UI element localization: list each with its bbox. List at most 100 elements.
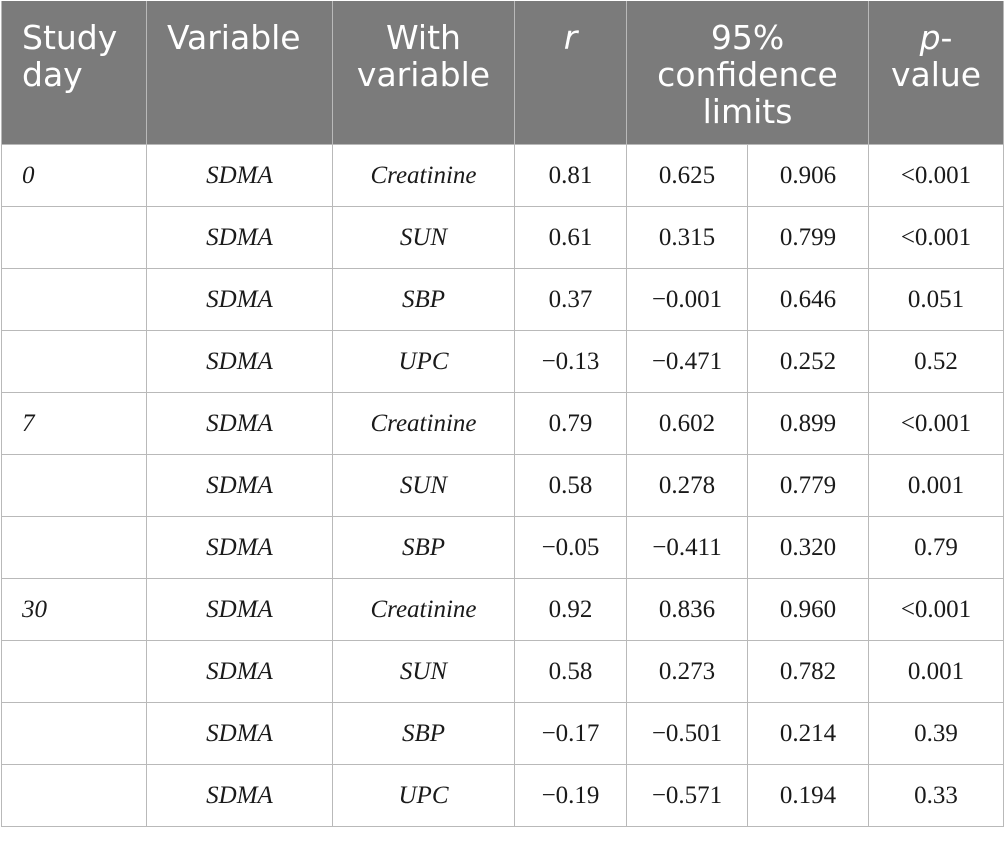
- cell-upper-limit: 0.899: [746, 392, 870, 455]
- cell-variable: SDMA: [146, 268, 333, 331]
- cell-lower-limit: 0.602: [626, 392, 748, 455]
- cell-study-day: [1, 454, 147, 517]
- table-row: SDMA UPC −0.19 −0.571 0.194 0.33: [1, 764, 1005, 827]
- cell-variable: SDMA: [146, 702, 333, 765]
- cell-p-value: 0.52: [868, 330, 1005, 393]
- cell-r: 0.92: [514, 578, 627, 641]
- cell-with-variable: SBP: [332, 268, 515, 331]
- cell-upper-limit: 0.252: [746, 330, 870, 393]
- table-row: SDMA SUN 0.58 0.278 0.779 0.001: [1, 454, 1005, 517]
- table-row: 30 SDMA Creatinine 0.92 0.836 0.960 <0.001: [1, 578, 1005, 641]
- cell-with-variable: SBP: [332, 702, 515, 765]
- header-study-day: Study day: [1, 1, 147, 145]
- cell-r: −0.19: [514, 764, 627, 827]
- cell-variable: SDMA: [146, 206, 333, 269]
- cell-variable: SDMA: [146, 330, 333, 393]
- cell-upper-limit: 0.646: [746, 268, 870, 331]
- cell-lower-limit: 0.278: [626, 454, 748, 517]
- cell-upper-limit: 0.799: [746, 206, 870, 269]
- cell-study-day: 30: [1, 578, 147, 641]
- cell-upper-limit: 0.779: [746, 454, 870, 517]
- table-row: SDMA SBP −0.05 −0.411 0.320 0.79: [1, 516, 1005, 579]
- cell-study-day: [1, 516, 147, 579]
- cell-upper-limit: 0.906: [746, 144, 870, 207]
- cell-upper-limit: 0.320: [746, 516, 870, 579]
- header-p-value: p-value: [868, 1, 1005, 145]
- cell-p-value: <0.001: [868, 206, 1005, 269]
- cell-variable: SDMA: [146, 516, 333, 579]
- cell-study-day: 7: [1, 392, 147, 455]
- cell-variable: SDMA: [146, 640, 333, 703]
- cell-p-value: 0.001: [868, 454, 1005, 517]
- cell-study-day: [1, 268, 147, 331]
- cell-lower-limit: 0.315: [626, 206, 748, 269]
- cell-p-value: <0.001: [868, 144, 1005, 207]
- cell-variable: SDMA: [146, 764, 333, 827]
- cell-study-day: [1, 206, 147, 269]
- cell-lower-limit: −0.501: [626, 702, 748, 765]
- table-row: SDMA SBP −0.17 −0.501 0.214 0.39: [1, 702, 1005, 765]
- cell-lower-limit: 0.273: [626, 640, 748, 703]
- cell-variable: SDMA: [146, 454, 333, 517]
- cell-study-day: 0: [1, 144, 147, 207]
- correlation-table: Study day Variable With variable r 95% c…: [1, 1, 1005, 827]
- cell-with-variable: SUN: [332, 454, 515, 517]
- cell-p-value: <0.001: [868, 578, 1005, 641]
- header-with-variable: With variable: [332, 1, 515, 145]
- cell-lower-limit: −0.001: [626, 268, 748, 331]
- cell-with-variable: UPC: [332, 330, 515, 393]
- table-row: SDMA UPC −0.13 −0.471 0.252 0.52: [1, 330, 1005, 393]
- cell-variable: SDMA: [146, 144, 333, 207]
- cell-study-day: [1, 640, 147, 703]
- cell-upper-limit: 0.782: [746, 640, 870, 703]
- cell-p-value: 0.79: [868, 516, 1005, 579]
- cell-lower-limit: 0.625: [626, 144, 748, 207]
- cell-study-day: [1, 764, 147, 827]
- cell-lower-limit: 0.836: [626, 578, 748, 641]
- cell-p-value: 0.001: [868, 640, 1005, 703]
- header-r: r: [514, 1, 627, 145]
- cell-upper-limit: 0.214: [746, 702, 870, 765]
- cell-r: −0.13: [514, 330, 627, 393]
- cell-r: −0.17: [514, 702, 627, 765]
- cell-with-variable: Creatinine: [332, 144, 515, 207]
- cell-variable: SDMA: [146, 392, 333, 455]
- cell-r: 0.61: [514, 206, 627, 269]
- cell-r: 0.79: [514, 392, 627, 455]
- header-confidence-limits: 95% confidence limits: [625, 1, 870, 145]
- cell-with-variable: UPC: [332, 764, 515, 827]
- header-variable: Variable: [146, 1, 333, 145]
- cell-with-variable: SBP: [332, 516, 515, 579]
- cell-r: 0.81: [514, 144, 627, 207]
- cell-study-day: [1, 702, 147, 765]
- cell-upper-limit: 0.194: [746, 764, 870, 827]
- cell-lower-limit: −0.471: [626, 330, 748, 393]
- header-row: Study day Variable With variable r 95% c…: [1, 1, 1005, 145]
- table-row: SDMA SBP 0.37 −0.001 0.646 0.051: [1, 268, 1005, 331]
- cell-r: 0.58: [514, 454, 627, 517]
- header-p-letter: p: [919, 18, 941, 57]
- cell-p-value: 0.33: [868, 764, 1005, 827]
- cell-lower-limit: −0.411: [626, 516, 748, 579]
- cell-study-day: [1, 330, 147, 393]
- cell-with-variable: Creatinine: [332, 392, 515, 455]
- cell-with-variable: SUN: [332, 206, 515, 269]
- table-body: 0 SDMA Creatinine 0.81 0.625 0.906 <0.001 SDMA S…: [1, 144, 1005, 827]
- cell-with-variable: SUN: [332, 640, 515, 703]
- cell-p-value: 0.39: [868, 702, 1005, 765]
- table-header: Study day Variable With variable r 95% c…: [1, 1, 1005, 145]
- table-row: SDMA SUN 0.58 0.273 0.782 0.001: [1, 640, 1005, 703]
- table-row: SDMA SUN 0.61 0.315 0.799 <0.001: [1, 206, 1005, 269]
- cell-p-value: 0.051: [868, 268, 1005, 331]
- header-p-suffix: -value: [890, 18, 982, 94]
- cell-r: −0.05: [514, 516, 627, 579]
- cell-r: 0.37: [514, 268, 627, 331]
- cell-r: 0.58: [514, 640, 627, 703]
- table-row: 7 SDMA Creatinine 0.79 0.602 0.899 <0.001: [1, 392, 1005, 455]
- cell-with-variable: Creatinine: [332, 578, 515, 641]
- cell-p-value: <0.001: [868, 392, 1005, 455]
- cell-upper-limit: 0.960: [746, 578, 870, 641]
- table-row: 0 SDMA Creatinine 0.81 0.625 0.906 <0.001: [1, 144, 1005, 207]
- cell-variable: SDMA: [146, 578, 333, 641]
- cell-lower-limit: −0.571: [626, 764, 748, 827]
